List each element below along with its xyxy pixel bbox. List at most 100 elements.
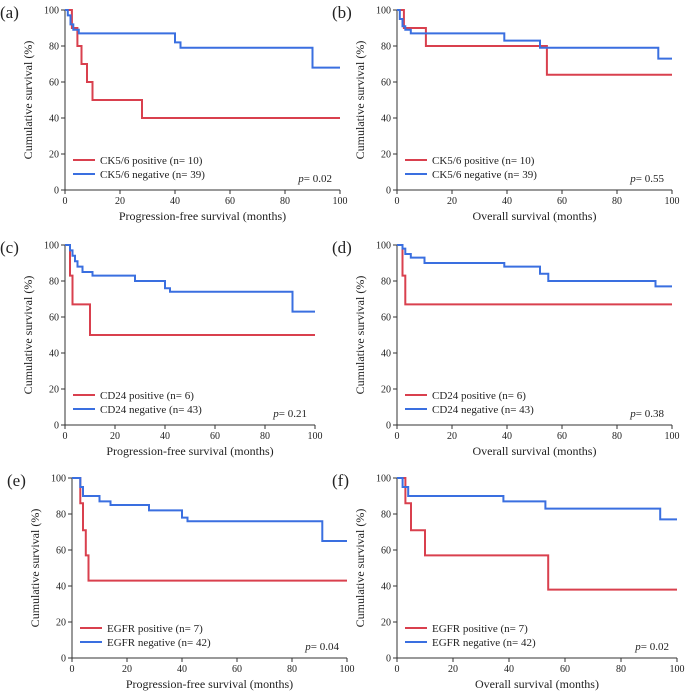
y-tick-label: 0 [386, 421, 391, 432]
survival-curve-negative [72, 477, 347, 542]
x-tick-label: 20 [448, 664, 458, 675]
x-axis-title: Progression-free survival (months) [106, 444, 273, 458]
x-tick-label: 20 [110, 431, 120, 442]
y-tick-label: 0 [386, 186, 391, 197]
survival-curve-positive [65, 244, 315, 336]
y-tick-label: 20 [381, 150, 391, 161]
x-axis-title: Overall survival (months) [473, 444, 597, 458]
y-tick-label: 80 [381, 510, 391, 521]
x-axis-title: Progression-free survival (months) [126, 677, 293, 691]
p-value-number: = 0.38 [636, 408, 665, 420]
p-value: p= 0.21 [272, 408, 307, 420]
x-tick-label: 20 [115, 196, 125, 207]
y-tick-label: 100 [376, 474, 391, 485]
p-value: p= 0.02 [297, 173, 332, 185]
legend-label: CK5/6 negative (n= 39) [432, 169, 537, 181]
x-tick-label: 0 [395, 431, 400, 442]
x-tick-label: 80 [287, 664, 297, 675]
y-tick-label: 60 [381, 313, 391, 324]
survival-curve-positive [65, 9, 340, 119]
legend-label: CD24 positive (n= 6) [100, 390, 194, 402]
p-value-symbol: p [629, 408, 636, 420]
x-tick-label: 20 [447, 196, 457, 207]
y-axis-title: Cumulative survival (%) [353, 41, 367, 160]
y-axis-title: Cumulative survival (%) [353, 509, 367, 628]
p-value: p= 0.04 [304, 641, 339, 653]
x-tick-label: 80 [612, 431, 622, 442]
x-tick-label: 100 [665, 196, 680, 207]
y-axis-title: Cumulative survival (%) [21, 41, 35, 160]
p-value-symbol: p [634, 641, 641, 653]
p-value-symbol: p [304, 641, 311, 653]
x-tick-label: 40 [502, 431, 512, 442]
survival-curve-negative [397, 477, 677, 521]
p-value-number: = 0.55 [636, 173, 665, 185]
y-tick-label: 0 [61, 654, 66, 665]
y-axis-title: Cumulative survival (%) [353, 276, 367, 395]
x-tick-label: 60 [557, 196, 567, 207]
y-tick-label: 20 [381, 385, 391, 396]
chart-panel: (c) 0 20 40 60 80 100 0 20 40 60 80 100 Progression-f… [0, 238, 323, 458]
x-tick-label: 100 [308, 431, 323, 442]
x-axis-title: Overall survival (months) [473, 209, 597, 223]
x-tick-label: 80 [260, 431, 270, 442]
y-tick-label: 60 [381, 78, 391, 89]
x-tick-label: 0 [395, 664, 400, 675]
panel-label: (e) [7, 471, 26, 490]
y-tick-label: 80 [56, 510, 66, 521]
panel-label: (a) [0, 3, 19, 22]
x-tick-label: 80 [280, 196, 290, 207]
y-tick-label: 40 [381, 114, 391, 125]
x-tick-label: 40 [177, 664, 187, 675]
survival-curve-positive [397, 9, 672, 76]
panel-label: (b) [332, 3, 352, 22]
x-tick-label: 0 [70, 664, 75, 675]
x-tick-label: 40 [502, 196, 512, 207]
x-axis-title: Overall survival (months) [475, 677, 599, 691]
y-axis-title: Cumulative survival (%) [21, 276, 35, 395]
p-value: p= 0.02 [634, 641, 669, 653]
y-tick-label: 0 [54, 421, 59, 432]
y-tick-label: 80 [49, 277, 59, 288]
y-tick-label: 100 [376, 241, 391, 252]
y-tick-label: 60 [49, 78, 59, 89]
y-tick-label: 100 [44, 6, 59, 17]
p-value-number: = 0.04 [311, 641, 340, 653]
y-tick-label: 80 [381, 42, 391, 53]
y-tick-label: 20 [49, 385, 59, 396]
y-tick-label: 20 [56, 618, 66, 629]
x-tick-label: 80 [612, 196, 622, 207]
x-tick-label: 60 [557, 431, 567, 442]
x-tick-label: 0 [395, 196, 400, 207]
y-tick-label: 0 [386, 654, 391, 665]
panel-label: (d) [332, 238, 352, 257]
survival-curve-negative [65, 244, 315, 313]
x-tick-label: 60 [560, 664, 570, 675]
y-tick-label: 80 [381, 277, 391, 288]
x-tick-label: 60 [225, 196, 235, 207]
x-tick-label: 100 [665, 431, 680, 442]
x-tick-label: 100 [340, 664, 355, 675]
y-tick-label: 40 [49, 114, 59, 125]
y-tick-label: 60 [49, 313, 59, 324]
y-tick-label: 60 [381, 546, 391, 557]
x-tick-label: 100 [333, 196, 348, 207]
p-value-symbol: p [272, 408, 279, 420]
chart-panel: (a) 0 20 40 60 80 100 0 20 40 60 80 100 Progression-f… [0, 3, 348, 223]
x-tick-label: 20 [447, 431, 457, 442]
chart-panel: (b) 0 20 40 60 80 100 0 20 40 60 80 100 Overall survi… [332, 3, 680, 223]
legend-label: EGFR positive (n= 7) [432, 623, 528, 635]
panel-label: (c) [0, 238, 19, 257]
y-tick-label: 40 [381, 349, 391, 360]
y-tick-label: 20 [49, 150, 59, 161]
survival-curve-positive [397, 244, 672, 306]
legend-label: CK5/6 positive (n= 10) [100, 155, 203, 167]
x-axis-title: Progression-free survival (months) [119, 209, 286, 223]
y-axis-title: Cumulative survival (%) [28, 509, 42, 628]
x-tick-label: 20 [122, 664, 132, 675]
x-tick-label: 0 [63, 431, 68, 442]
p-value: p= 0.55 [629, 173, 664, 185]
survival-curve-positive [397, 477, 677, 591]
legend-label: CK5/6 negative (n= 39) [100, 169, 205, 181]
